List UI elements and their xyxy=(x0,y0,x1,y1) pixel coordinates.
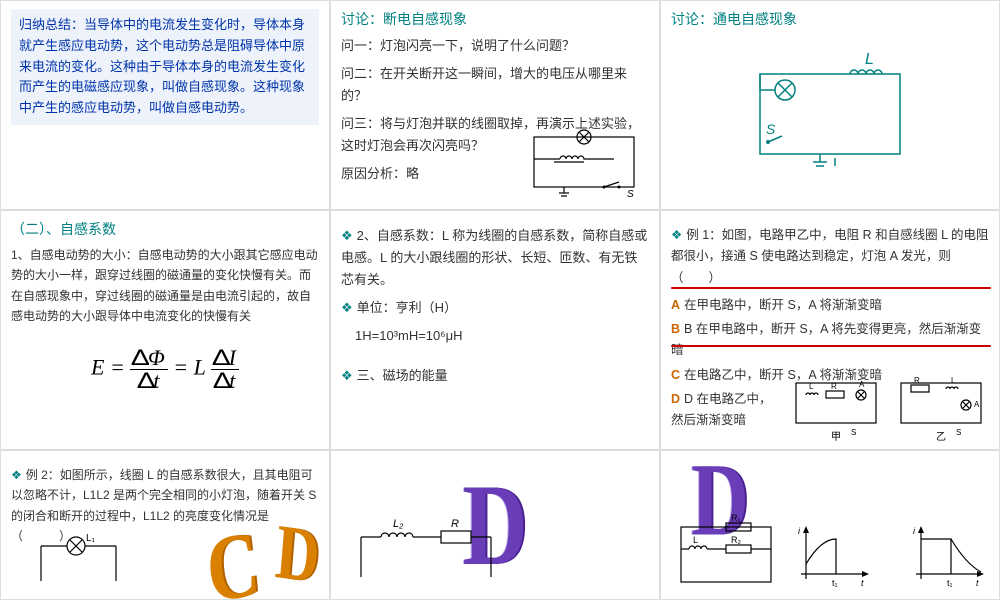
opt-B: B 在甲电路中，断开 S，A 将先变得更亮，然后渐渐变暗 xyxy=(671,322,981,357)
axis-t-1: t xyxy=(861,578,864,588)
label-jia: 甲 xyxy=(831,432,841,443)
label-L2: L₂ xyxy=(393,518,404,530)
formula-eq1: = xyxy=(110,354,125,379)
ex1-stem: 例 1：如图，电路甲乙中，电阻 R 和自感线圈 L 的电阻都很小，接通 S 使电… xyxy=(671,228,989,285)
svg-text:S: S xyxy=(851,428,856,437)
svg-text:L: L xyxy=(951,376,956,385)
answer-D-small: D xyxy=(272,507,322,600)
axis-t-2: t xyxy=(976,578,979,588)
unit-label: 单位：亨利（H） xyxy=(357,300,457,315)
svg-text:R: R xyxy=(831,382,837,391)
q2: 问二：在开关断开这一瞬间，增大的电压从哪里来的？ xyxy=(341,63,649,107)
cell-r2c2: ❖2、自感系数：L 称为线圈的自感系数，简称自感或电感。L 的大小跟线圈的形状、… xyxy=(330,210,660,450)
svg-text:L: L xyxy=(809,382,814,391)
p2-text: 2、自感系数：L 称为线圈的自感系数，简称自感或电感。L 的大小跟线圈的形状、长… xyxy=(341,228,647,287)
cell-r3c2: D L₂ R xyxy=(330,450,660,600)
label-R: R xyxy=(451,518,459,530)
svg-text:R: R xyxy=(914,376,920,385)
opt-A: 在甲电路中，断开 S，A 将渐渐变暗 xyxy=(684,298,882,312)
label-S: S xyxy=(766,121,776,137)
discussion-title-1: 讨论：断电自感现象 xyxy=(341,9,649,29)
circuit-r3c2: L₂ R xyxy=(351,517,501,597)
opt-D: D 在电路乙中， 然后渐渐变暗 xyxy=(671,392,772,427)
label-Lr3: L xyxy=(693,535,698,545)
svg-text:S: S xyxy=(627,189,634,200)
q1: 问一：灯泡闪亮一下，说明了什么问题？ xyxy=(341,35,649,57)
circuit-ex2: L₁ xyxy=(21,531,141,594)
formula-E: E xyxy=(91,354,104,379)
cell-r1c2: 讨论：断电自感现象 问一：灯泡闪亮一下，说明了什么问题？ 问二：在开关断开这一瞬… xyxy=(330,0,660,210)
summary-text: 归纳总结：当导体中的电流发生变化时，导体本身就产生感应电动势，这个电动势总是阻碍… xyxy=(19,17,305,115)
label-L1: L₁ xyxy=(86,533,96,544)
cell-r3c1: ❖例 2：如图所示，线圈 L 的自感系数很大，且其电阻可以忽略不计，L1L2 是… xyxy=(0,450,330,600)
slide-grid: 归纳总结：当导体中的电流发生变化时，导体本身就产生感应电动势，这个电动势总是阻碍… xyxy=(0,0,1000,600)
svg-text:S: S xyxy=(956,428,961,437)
circuit-r3c3: R₁ R₂ L xyxy=(671,517,781,597)
graph-2: i t t₁ xyxy=(911,524,991,594)
t1-1: t₁ xyxy=(832,578,838,588)
circuit-diagram-2: L S xyxy=(720,44,940,184)
cell-r2c3: ❖例 1：如图，电路甲乙中，电阻 R 和自感线圈 L 的电阻都很小，接通 S 使… xyxy=(660,210,1000,450)
cell-r3c3: D R₁ R₂ L i t t₁ i t t₁ xyxy=(660,450,1000,600)
axis-i-1: i xyxy=(798,526,801,536)
unit-relation: 1H=10³mH=10⁶μH xyxy=(341,325,649,347)
cell-r1c3: 讨论：通电自感现象 L S xyxy=(660,0,1000,210)
axis-i-2: i xyxy=(913,526,916,536)
circuit-diagram-1: S xyxy=(519,129,649,204)
label-yi: 乙 xyxy=(936,431,946,443)
circuits-jia-yi: L R A S 甲 R L A S 乙 xyxy=(791,375,991,445)
red-underline-C xyxy=(671,345,991,347)
svg-text:A: A xyxy=(859,380,865,389)
summary-box: 归纳总结：当导体中的电流发生变化时，导体本身就产生感应电动势，这个电动势总是阻碍… xyxy=(11,9,319,125)
discussion-title-2: 讨论：通电自感现象 xyxy=(671,9,989,29)
p3-text: 三、磁场的能量 xyxy=(357,368,448,383)
formula-L: L xyxy=(194,354,206,379)
label-R1: R₁ xyxy=(731,513,741,523)
red-underline-A xyxy=(671,287,991,289)
cell-r1c1: 归纳总结：当导体中的电流发生变化时，导体本身就产生感应电动势，这个电动势总是阻碍… xyxy=(0,0,330,210)
p1-text: 1、自感电动势的大小：自感电动势的大小跟其它感应电动势的大小一样，跟穿过线圈的磁… xyxy=(11,245,319,327)
formula-eq2: = xyxy=(173,354,188,379)
svg-text:A: A xyxy=(974,400,980,409)
label-R2: R₂ xyxy=(731,535,741,545)
cell-r2c1: （二）、自感系数 1、自感电动势的大小：自感电动势的大小跟其它感应电动势的大小一… xyxy=(0,210,330,450)
graph-1: i t t₁ xyxy=(796,524,876,594)
label-L: L xyxy=(865,51,874,68)
section-heading: （二）、自感系数 xyxy=(11,219,319,239)
emf-formula: E = ΔΦ Δt = L ΔI Δt xyxy=(11,347,319,392)
t1-2: t₁ xyxy=(947,578,953,588)
